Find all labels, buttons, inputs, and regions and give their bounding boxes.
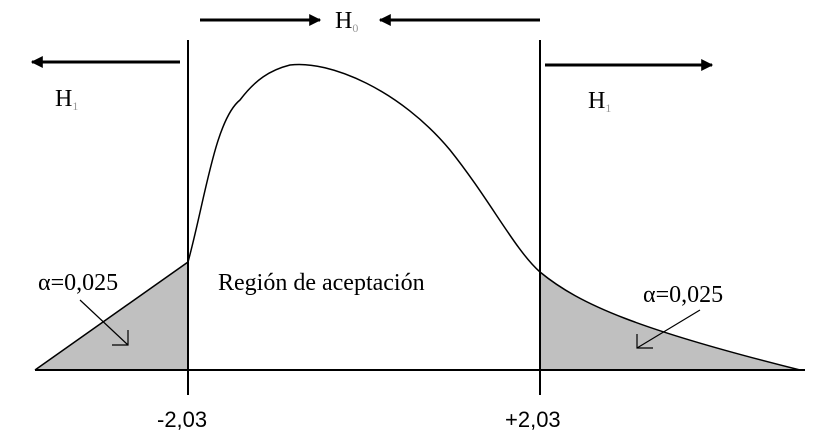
alpha-left-pointer-head — [112, 330, 129, 346]
h1-left-label: H1 — [55, 86, 78, 113]
h1-right-label: H1 — [588, 88, 611, 115]
critical-right-label: +2,03 — [505, 407, 561, 432]
alpha-left-label: α=0,025 — [38, 270, 118, 296]
alpha-right-label: α=0,025 — [643, 282, 723, 308]
h0-label: H0 — [335, 8, 358, 35]
alpha-right-pointer — [636, 309, 701, 349]
critical-left-label: -2,03 — [157, 407, 207, 432]
right-tail — [540, 272, 800, 370]
alpha-left-pointer — [79, 299, 129, 346]
alpha-right-pointer-head — [636, 334, 653, 349]
curve — [34, 63, 801, 371]
region-label: Región de aceptación — [218, 270, 425, 296]
